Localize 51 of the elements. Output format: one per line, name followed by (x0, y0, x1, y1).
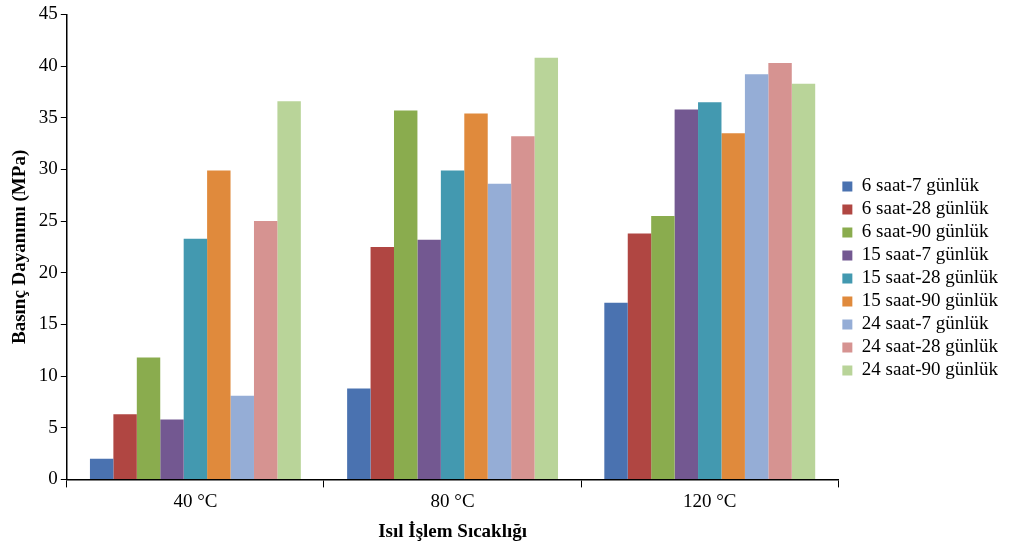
bar (487, 183, 512, 479)
legend-label: 15 saat-90 günlük (861, 289, 999, 311)
legend-label: 15 saat-28 günlük (861, 266, 999, 288)
bar (253, 221, 278, 479)
y-tick-label: 35 (38, 105, 58, 127)
bar (464, 113, 488, 479)
y-tick-label: 25 (38, 209, 58, 231)
x-tick-label: 80 °C (430, 489, 475, 511)
legend-label: 6 saat-90 günlük (861, 220, 989, 242)
y-tick-label: 45 (38, 2, 58, 24)
bar (651, 215, 675, 479)
bar (768, 62, 792, 479)
bar (394, 110, 418, 479)
y-tick-label: 10 (38, 364, 58, 386)
bar (136, 357, 161, 479)
x-axis-title: Isıl İşlem Sıcaklığı (378, 519, 528, 541)
bar (627, 233, 652, 479)
bar (89, 458, 114, 479)
y-tick-label: 5 (48, 415, 58, 437)
bar (721, 133, 745, 479)
x-tick-label: 40 °C (173, 489, 218, 511)
bar (417, 239, 441, 479)
y-tick-label: 40 (38, 54, 58, 76)
y-tick-label: 30 (38, 157, 58, 179)
bar (744, 74, 769, 479)
bar (674, 109, 699, 479)
bar (370, 246, 394, 479)
legend-label: 24 saat-90 günlük (861, 358, 999, 380)
bar (534, 57, 559, 479)
legend-label: 24 saat-7 günlük (861, 312, 989, 334)
legend-label: 6 saat-28 günlük (861, 197, 989, 219)
bar (347, 388, 371, 479)
y-tick-label: 20 (38, 260, 58, 282)
legend-label: 15 saat-7 günlük (861, 243, 989, 265)
bar (230, 395, 254, 479)
x-tick-label: 120 °C (683, 489, 737, 511)
bar (113, 414, 137, 479)
legend-label: 6 saat-7 günlük (861, 174, 980, 196)
bar (440, 170, 465, 479)
bar (183, 238, 208, 479)
bar (160, 419, 184, 479)
bar (791, 83, 816, 479)
bar (511, 136, 535, 479)
bar (698, 102, 722, 479)
y-tick-label: 15 (38, 312, 58, 334)
bar (277, 101, 301, 479)
bar (207, 170, 231, 479)
legend-label: 24 saat-28 günlük (861, 335, 999, 357)
y-tick-label: 0 (48, 467, 58, 489)
bar (604, 302, 628, 479)
y-axis-title: Basınç Dayanımı (MPa) (8, 149, 31, 345)
